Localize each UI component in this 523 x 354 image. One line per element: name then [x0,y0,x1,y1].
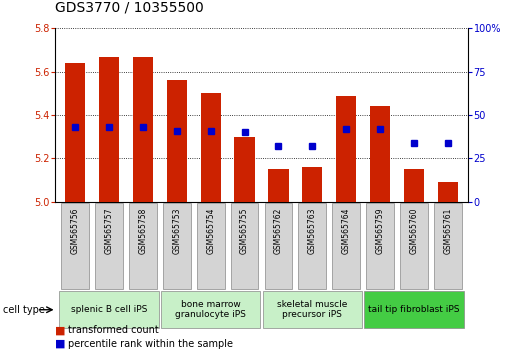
Text: GSM565761: GSM565761 [444,208,452,255]
Bar [200,93,221,202]
Bar [400,202,428,290]
Bar [99,57,119,202]
Bar [302,167,323,202]
Text: GSM565763: GSM565763 [308,208,317,255]
Bar [231,202,258,290]
Bar [234,137,255,202]
Text: bone marrow
granulocyte iPS: bone marrow granulocyte iPS [175,300,246,319]
Text: transformed count: transformed count [68,325,159,335]
Bar [59,291,159,329]
Bar [299,202,326,290]
Bar [95,202,123,290]
Text: GSM565762: GSM565762 [274,208,283,255]
Text: GSM565758: GSM565758 [139,208,147,255]
Text: ■: ■ [55,325,65,335]
Bar [133,57,153,202]
Bar [268,169,289,202]
Text: tail tip fibroblast iPS: tail tip fibroblast iPS [368,305,460,314]
Bar [167,80,187,202]
Text: GSM565764: GSM565764 [342,208,350,255]
Bar [129,202,157,290]
Bar [197,202,224,290]
Text: skeletal muscle
precursor iPS: skeletal muscle precursor iPS [277,300,347,319]
Bar [61,202,89,290]
Bar [332,202,360,290]
Bar [336,96,356,202]
Text: ■: ■ [55,339,65,349]
Text: GSM565754: GSM565754 [206,208,215,255]
Text: GSM565756: GSM565756 [71,208,79,255]
Text: GSM565760: GSM565760 [410,208,418,255]
Text: GSM565757: GSM565757 [105,208,113,255]
Text: GSM565759: GSM565759 [376,208,384,255]
Bar [65,63,85,202]
Bar [364,291,464,329]
Bar [265,202,292,290]
Bar [163,202,191,290]
Bar [366,202,394,290]
Bar [370,106,390,202]
Bar [404,169,424,202]
Text: GSM565755: GSM565755 [240,208,249,255]
Text: percentile rank within the sample: percentile rank within the sample [68,339,233,349]
Bar [263,291,362,329]
Text: GDS3770 / 10355500: GDS3770 / 10355500 [55,0,203,14]
Text: splenic B cell iPS: splenic B cell iPS [71,305,147,314]
Bar [434,202,462,290]
Bar [161,291,260,329]
Bar [438,182,458,202]
Text: GSM565753: GSM565753 [173,208,181,255]
Text: cell type: cell type [3,305,44,315]
